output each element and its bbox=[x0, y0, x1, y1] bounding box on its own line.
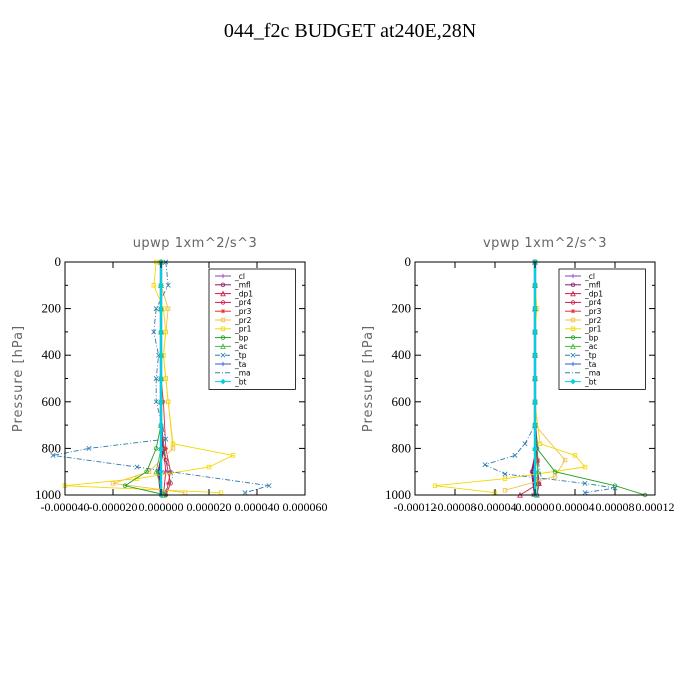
legend-item-cl: _cl bbox=[565, 272, 595, 281]
x-tick-label: 0.00000 bbox=[516, 500, 555, 514]
y-tick-label: 800 bbox=[392, 440, 412, 455]
x-tick-label: -0.000020 bbox=[89, 500, 138, 514]
legend-label: _pr2 bbox=[234, 316, 252, 325]
x-tick-label: 0.000060 bbox=[283, 500, 328, 514]
legend-item-pr3: _pr3 bbox=[215, 307, 252, 316]
x-tick-label: -0.00004 bbox=[474, 500, 517, 514]
legend-item-bt: _bt bbox=[215, 377, 247, 386]
legend-item-ac: _ac bbox=[215, 342, 247, 351]
legend-item-pr3: _pr3 bbox=[565, 307, 602, 316]
x-tick-label: 0.000040 bbox=[235, 500, 280, 514]
legend-item-ac: _ac bbox=[565, 342, 597, 351]
legend-item-dp1: _dp1 bbox=[565, 289, 603, 298]
legend-item-pr4: _pr4 bbox=[565, 298, 602, 307]
legend-item-pr1: _pr1 bbox=[565, 325, 602, 334]
y-axis-label: Pressure [hPa] bbox=[11, 325, 26, 432]
plot-title: vpwp 1xm^2/s^3 bbox=[483, 236, 607, 251]
legend-label: _ta bbox=[234, 360, 246, 369]
legend-label: _ta bbox=[584, 360, 596, 369]
legend-label: _pr1 bbox=[584, 325, 602, 334]
upwp-plot: upwp 1xm^2/s^3 Pressure [hPa] 0 200 400 600 80… bbox=[11, 236, 328, 514]
series-line-ma bbox=[534, 262, 542, 496]
legend-label: _ma bbox=[584, 369, 601, 378]
legend-label: _tp bbox=[584, 351, 597, 360]
legend-label: _bp bbox=[234, 333, 249, 342]
legend-item-bp: _bp bbox=[565, 333, 599, 342]
series-line-pr2 bbox=[112, 262, 186, 494]
legend-item-tp: _tp bbox=[215, 351, 247, 360]
y-tick-label: 0 bbox=[405, 254, 412, 269]
legend-item-mfl: _mfl bbox=[215, 281, 251, 290]
legend-label: _pr3 bbox=[584, 307, 602, 316]
legend-item-cl: _cl bbox=[215, 272, 245, 281]
y-tick-label: 1000 bbox=[385, 487, 411, 502]
legend-item-tp: _tp bbox=[565, 351, 597, 360]
legend-label: _pr3 bbox=[234, 307, 252, 316]
legend-label: _mfl bbox=[584, 281, 601, 290]
legend-label: _pr1 bbox=[234, 325, 252, 334]
legend-label: _dp1 bbox=[584, 289, 603, 298]
legend-item-ma: _ma bbox=[565, 369, 601, 378]
legend-item-mfl: _mfl bbox=[565, 281, 601, 290]
x-tick-label: 0.00008 bbox=[596, 500, 635, 514]
legend-label: _bt bbox=[584, 377, 597, 386]
legend-label: _bp bbox=[584, 333, 599, 342]
y-axis-label: Pressure [hPa] bbox=[361, 325, 376, 432]
y-tick-label: 0 bbox=[55, 254, 62, 269]
x-tick-label: 0.000000 bbox=[139, 500, 184, 514]
page-title: 044_f2c BUDGET at240E,28N bbox=[223, 20, 477, 42]
legend-item-pr2: _pr2 bbox=[215, 316, 252, 325]
x-tick-label: 0.00004 bbox=[556, 500, 595, 514]
x-tick-label: -0.000040 bbox=[41, 500, 90, 514]
series-pr2 bbox=[110, 259, 188, 495]
legend-label: _ac bbox=[584, 342, 597, 351]
y-tick-label: 600 bbox=[392, 394, 412, 409]
y-tick-label: 400 bbox=[42, 347, 62, 362]
legend-item-pr4: _pr4 bbox=[215, 298, 252, 307]
legend-item-pr1: _pr1 bbox=[215, 325, 252, 334]
legend-item-ta: _ta bbox=[215, 360, 246, 369]
legend-label: _ac bbox=[234, 342, 247, 351]
legend-label: _bt bbox=[234, 377, 247, 386]
legend-label: _pr4 bbox=[584, 298, 602, 307]
legend-label: _cl bbox=[584, 272, 595, 281]
legend-label: _cl bbox=[234, 272, 245, 281]
legend-label: _ma bbox=[234, 369, 251, 378]
x-tick-label: 0.000020 bbox=[187, 500, 232, 514]
legend-item-bt: _bt bbox=[565, 377, 597, 386]
y-tick-label: 200 bbox=[392, 301, 412, 316]
legend-item-ma: _ma bbox=[215, 369, 251, 378]
plot-title: upwp 1xm^2/s^3 bbox=[133, 236, 258, 251]
y-tick-label: 600 bbox=[42, 394, 62, 409]
legend-item-bp: _bp bbox=[215, 333, 249, 342]
x-tick-label: 0.00012 bbox=[636, 500, 675, 514]
legend-label: _mfl bbox=[234, 281, 251, 290]
legend-label: _tp bbox=[234, 351, 247, 360]
legend-item-dp1: _dp1 bbox=[215, 289, 253, 298]
series-ma bbox=[534, 262, 542, 496]
legend-item-ta: _ta bbox=[565, 360, 596, 369]
y-tick-label: 400 bbox=[392, 347, 412, 362]
series-bt bbox=[532, 259, 538, 498]
legend-label: _pr4 bbox=[234, 298, 252, 307]
x-tick-label: -0.00012 bbox=[394, 500, 437, 514]
legend-label: _dp1 bbox=[234, 289, 253, 298]
legend: _cl_mfl_dp1_pr4_pr3_pr2_pr1_bp_ac_tp_ta_… bbox=[208, 268, 296, 390]
y-tick-label: 200 bbox=[42, 301, 62, 316]
vpwp-plot: vpwp 1xm^2/s^3 Pressure [hPa] 0 200 400 600 80… bbox=[361, 236, 675, 514]
y-tick-label: 1000 bbox=[35, 487, 61, 502]
legend-label: _pr2 bbox=[584, 316, 602, 325]
y-tick-label: 800 bbox=[42, 440, 62, 455]
legend-item-pr2: _pr2 bbox=[565, 316, 602, 325]
x-tick-label: -0.00008 bbox=[434, 500, 477, 514]
series-line-ma bbox=[160, 262, 174, 496]
series-ma bbox=[160, 262, 174, 496]
series-line-pr1 bbox=[64, 261, 235, 494]
legend: _cl_mfl_dp1_pr4_pr3_pr2_pr1_bp_ac_tp_ta_… bbox=[558, 268, 646, 390]
